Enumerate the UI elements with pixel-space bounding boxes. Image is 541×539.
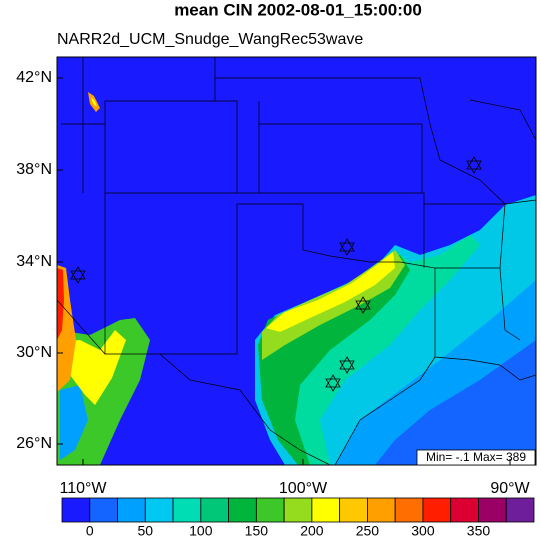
title: mean CIN 2002-08-01_15:00:00 — [174, 0, 422, 19]
colorbar-box — [367, 497, 396, 523]
colorbar-box — [61, 497, 91, 523]
lon-label: 110°W — [59, 480, 107, 497]
colorbar-box — [422, 497, 452, 523]
colorbar-label: 0 — [86, 523, 94, 539]
stats-box — [416, 449, 536, 466]
lat-label: 38°N — [16, 161, 52, 178]
lon-label: 100°W — [279, 480, 328, 497]
colorbar-box — [117, 497, 146, 523]
colorbar-box — [200, 497, 229, 523]
colorbar-box — [450, 497, 479, 523]
colorbar-label: 350 — [467, 523, 491, 539]
colorbar-label: 100 — [189, 523, 213, 539]
colorbar-box — [89, 497, 118, 523]
lat-label: 26°N — [16, 435, 52, 452]
colorbar-box — [505, 497, 535, 523]
lat-label: 42°N — [16, 69, 52, 86]
colorbar-box — [228, 497, 257, 523]
colorbar-box — [394, 497, 424, 523]
colorbar-box — [255, 497, 285, 523]
axes: 42°N 38°N 34°N 30°N 26°N 110°W 100°W 90°W — [16, 69, 530, 497]
subtitle: NARR2d_UCM_Snudge_WangRec53wave — [57, 31, 363, 48]
colorbar-label: 250 — [356, 523, 380, 539]
map-frame — [56, 56, 537, 466]
stats: Min= -.1 Max= 389 — [426, 450, 526, 464]
lat-label: 34°N — [16, 253, 52, 270]
colorbar-label: 50 — [138, 523, 154, 539]
colorbar-box — [311, 497, 341, 523]
lon-label: 90°W — [490, 480, 530, 497]
colorbar-label: 300 — [411, 523, 435, 539]
colorbar: 0 50 100 150 200 250 300 350 — [61, 497, 535, 539]
lat-label: 30°N — [16, 344, 52, 361]
colorbar-box — [172, 497, 202, 523]
colorbar-box — [283, 497, 313, 523]
map-field — [57, 57, 536, 465]
colorbar-label: 200 — [300, 523, 324, 539]
colorbar-box — [478, 497, 507, 523]
colorbar-box — [339, 497, 368, 523]
colorbar-label: 150 — [245, 523, 269, 539]
colorbar-box — [144, 497, 174, 523]
